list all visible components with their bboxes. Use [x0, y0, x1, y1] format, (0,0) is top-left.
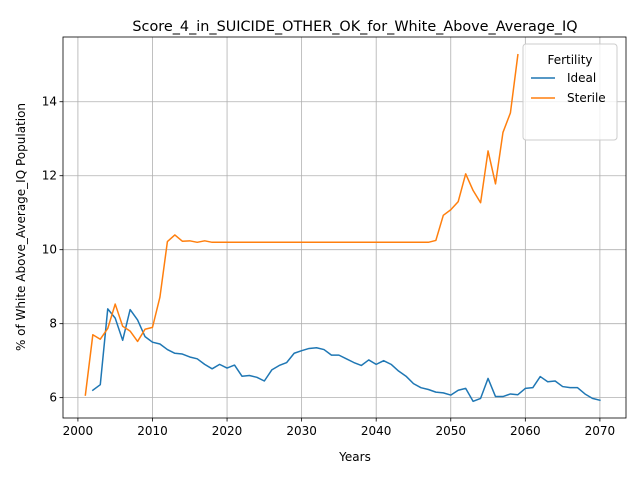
x-tick-label: 2050: [435, 424, 466, 438]
legend-title: Fertility: [547, 53, 592, 67]
y-tick-label: 14: [42, 95, 57, 109]
x-axis-label: Years: [338, 450, 371, 464]
series-lines: [84, 53, 601, 403]
plot-frame: [62, 36, 627, 419]
x-tick-label: 2040: [361, 424, 392, 438]
y-tick-label: 8: [49, 317, 57, 331]
legend-box: [522, 43, 618, 141]
y-tick-label: 12: [42, 169, 57, 183]
x-tick-label: 2030: [286, 424, 317, 438]
y-tick-label: 10: [42, 243, 57, 257]
series-line-sterile: [84, 53, 519, 396]
series-line-ideal: [91, 308, 601, 403]
x-tick-label: 2010: [137, 424, 168, 438]
y-tick-label: 6: [49, 391, 57, 405]
x-tick-label: 2000: [63, 424, 94, 438]
x-tick-label: 2060: [510, 424, 541, 438]
y-axis-label: % of White Above_Average_IQ Population: [14, 103, 28, 351]
legend-label-sterile: Sterile: [567, 91, 606, 105]
chart-title: Score_4_in_SUICIDE_OTHER_OK_for_White_Ab…: [132, 19, 577, 35]
legend: Fertility Ideal Sterile: [522, 43, 618, 141]
axis-ticks: 2000 2010 2020 2030 2040 2050 2060 2070 6 8 10 12 14: [42, 95, 615, 438]
x-tick-label: 2070: [585, 424, 616, 438]
x-tick-label: 2020: [212, 424, 243, 438]
legend-label-ideal: Ideal: [567, 71, 596, 85]
